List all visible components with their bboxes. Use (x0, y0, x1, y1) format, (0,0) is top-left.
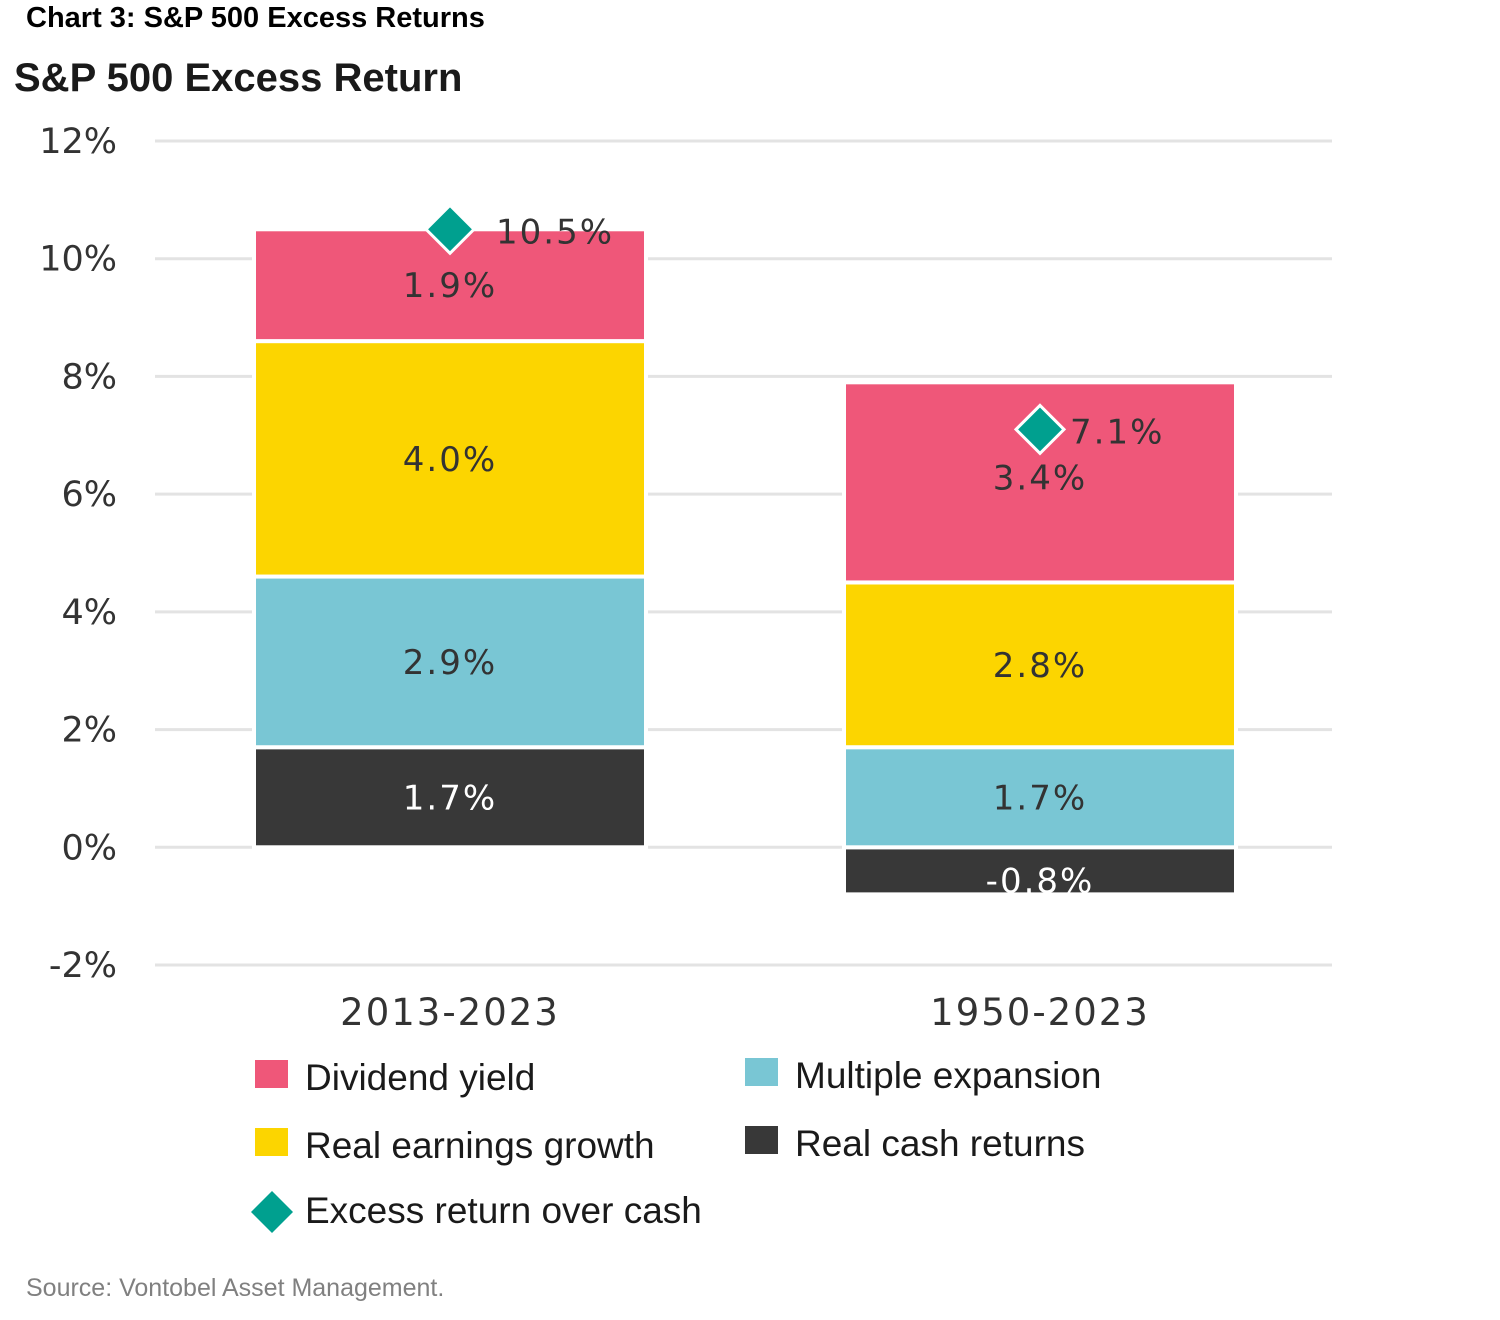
legend-swatch (745, 1126, 778, 1154)
legend-swatch (255, 1128, 288, 1156)
y-tick-label: 6% (61, 475, 117, 515)
legend-swatch (255, 1060, 288, 1088)
legend-item-dividend: Dividend yield (255, 1057, 535, 1098)
source-note: Source: Vontobel Asset Management. (26, 1274, 445, 1302)
legend-swatch-diamond (251, 1191, 293, 1233)
legend-label: Dividend yield (305, 1057, 535, 1098)
segment-value-label: -0.8% (986, 861, 1095, 901)
y-axis-ticks: 12% 10% 8% 6% 4% 2% 0% -2% (39, 122, 117, 986)
legend: Dividend yield Multiple expansion Real ear… (251, 1055, 1101, 1233)
segment-value-label: 4.0% (403, 440, 497, 480)
bar-segment-multiple (842, 745, 1238, 850)
segment-value-label: 3.4% (993, 458, 1087, 498)
segment-value-label: 1.9% (403, 266, 497, 306)
legend-label: Real cash returns (795, 1123, 1085, 1164)
legend-label: Excess return over cash (305, 1190, 702, 1231)
legend-item-earnings: Real earnings growth (255, 1125, 655, 1166)
x-category-label: 1950-2023 (930, 991, 1150, 1034)
bar-segment-cash (252, 745, 648, 850)
legend-label: Multiple expansion (795, 1055, 1101, 1096)
y-tick-label: 12% (39, 122, 117, 162)
excess-return-markers: 10.5% 7.1% (423, 203, 1164, 456)
bar-segment-earnings (842, 580, 1238, 750)
y-tick-label: 10% (39, 240, 117, 280)
excess-return-marker (1013, 403, 1067, 456)
excess-return-label: 7.1% (1070, 412, 1164, 452)
segment-value-label: 1.7% (403, 778, 497, 818)
legend-item-cash: Real cash returns (745, 1123, 1085, 1164)
y-tick-label: 4% (61, 593, 117, 633)
bar-segment-cash (842, 845, 1238, 897)
chart-title: S&P 500 Excess Return (14, 56, 463, 100)
chart-heading: Chart 3: S&P 500 Excess Returns (26, 2, 485, 34)
legend-item-marker: Excess return over cash (251, 1190, 702, 1233)
segment-value-label: 1.7% (993, 778, 1087, 818)
bar-segment-earnings (252, 339, 648, 579)
y-tick-label: 2% (61, 711, 117, 751)
bars: 1.7% 2.9% 4.0% 1.9% -0.8% 1.7% 2.8% 3.4% (252, 227, 1238, 901)
y-tick-label: 0% (61, 828, 117, 868)
x-category-label: 2013-2023 (340, 991, 560, 1034)
legend-item-multiple: Multiple expansion (745, 1055, 1101, 1096)
excess-return-marker (423, 203, 477, 256)
legend-swatch (745, 1058, 778, 1086)
bar-segment-multiple (252, 574, 648, 750)
excess-return-label: 10.5% (496, 212, 614, 252)
segment-value-label: 2.9% (403, 643, 497, 683)
y-tick-label: 8% (61, 357, 117, 397)
legend-label: Real earnings growth (305, 1125, 655, 1166)
x-axis-categories: 2013-2023 1950-2023 (340, 991, 1150, 1034)
segment-value-label: 2.8% (993, 646, 1087, 686)
y-tick-label: -2% (49, 946, 117, 986)
